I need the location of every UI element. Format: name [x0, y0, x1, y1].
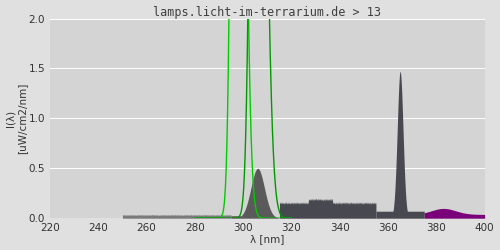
Y-axis label: I(λ)
[uW/cm2/nm]: I(λ) [uW/cm2/nm] [6, 83, 27, 154]
X-axis label: λ [nm]: λ [nm] [250, 234, 284, 244]
Title: lamps.licht-im-terrarium.de > 13: lamps.licht-im-terrarium.de > 13 [154, 6, 382, 18]
